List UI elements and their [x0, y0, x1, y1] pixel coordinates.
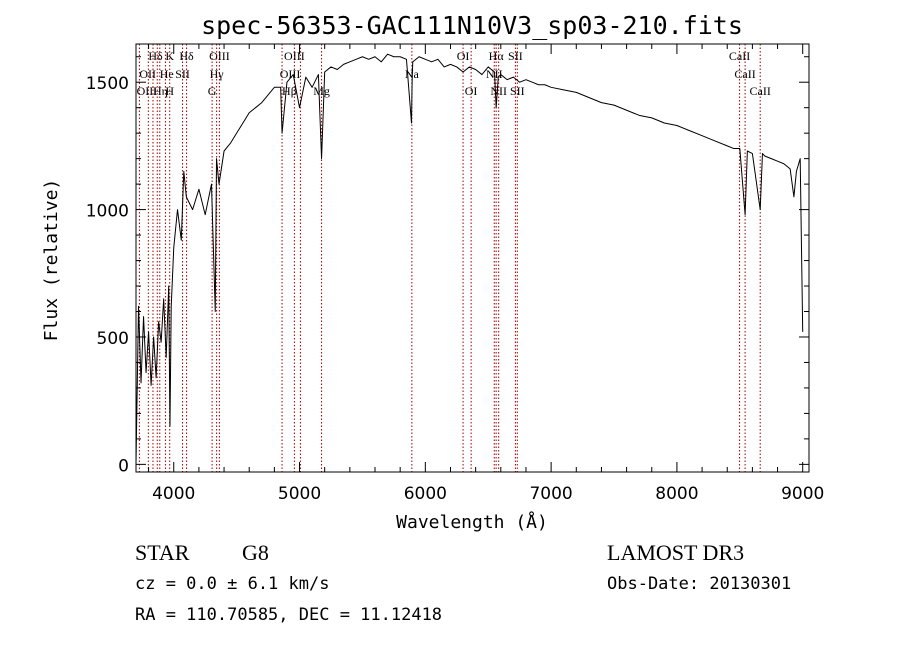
y-tick-label: 1500 [86, 74, 129, 94]
object-class: STAR [135, 540, 190, 565]
y-axis-label: Flux (relative) [41, 179, 62, 342]
x-axis-label: Wavelength (Å) [396, 511, 548, 533]
x-tick-label: 4000 [152, 484, 195, 504]
marker-label: H [165, 84, 174, 98]
marker-label: OIII [137, 84, 158, 98]
marker-label: OIII [209, 49, 230, 63]
marker-label: G [208, 84, 217, 98]
line-markers: HδOIIOIIIHeHηKHSIIHδOIIIHγGOIIIOIIIHβMgN… [137, 44, 771, 472]
marker-label: SII [510, 84, 525, 98]
spectrum-plot [136, 53, 804, 465]
marker-label: SII [508, 49, 523, 63]
x-tick-label: 9000 [781, 484, 824, 504]
marker-label: OI [457, 49, 470, 63]
marker-label: Hδ [179, 49, 194, 63]
marker-label: CaII [729, 49, 750, 63]
marker-label: Mg [313, 84, 330, 98]
marker-label: Hδ [148, 49, 163, 63]
marker-label: Hγ [210, 67, 225, 81]
y-tick-label: 1000 [86, 202, 129, 222]
redshift-text: cz = 0.0 ± 6.1 km/s [135, 574, 329, 594]
marker-label: NII [490, 84, 507, 98]
axes: 4000 5000 6000 7000 8000 9000 0 500 1000 1500 [86, 44, 824, 504]
obs-date-text: Obs-Date: 20130301 [607, 574, 791, 594]
plot-frame [135, 43, 810, 473]
object-subclass: G8 [242, 540, 269, 565]
marker-label: OIII [284, 49, 305, 63]
marker-label: OIII [280, 67, 301, 81]
coordinates-text: RA = 110.70585, DEC = 11.12418 [135, 605, 442, 625]
marker-label: SII [175, 67, 190, 81]
marker-label: Hβ [282, 84, 297, 98]
y-tick-label: 500 [97, 329, 129, 349]
marker-label: Hα [489, 49, 505, 63]
x-tick-label: 6000 [404, 484, 447, 504]
survey-name: LAMOST DR3 [607, 540, 744, 565]
marker-label: CaII [734, 67, 755, 81]
marker-label: OII [139, 67, 156, 81]
x-tick-label: 5000 [278, 484, 321, 504]
marker-label: CaII [750, 84, 771, 98]
x-tick-label: 8000 [655, 484, 698, 504]
marker-label: Hη [153, 84, 168, 98]
x-tick-label: 7000 [529, 484, 572, 504]
marker-label: He [160, 67, 174, 81]
y-tick-label: 0 [118, 456, 129, 476]
chart-title: spec-56353-GAC111N10V3_sp03-210.fits [201, 11, 743, 40]
spectrum-line [136, 53, 804, 465]
marker-label: OI [465, 84, 478, 98]
